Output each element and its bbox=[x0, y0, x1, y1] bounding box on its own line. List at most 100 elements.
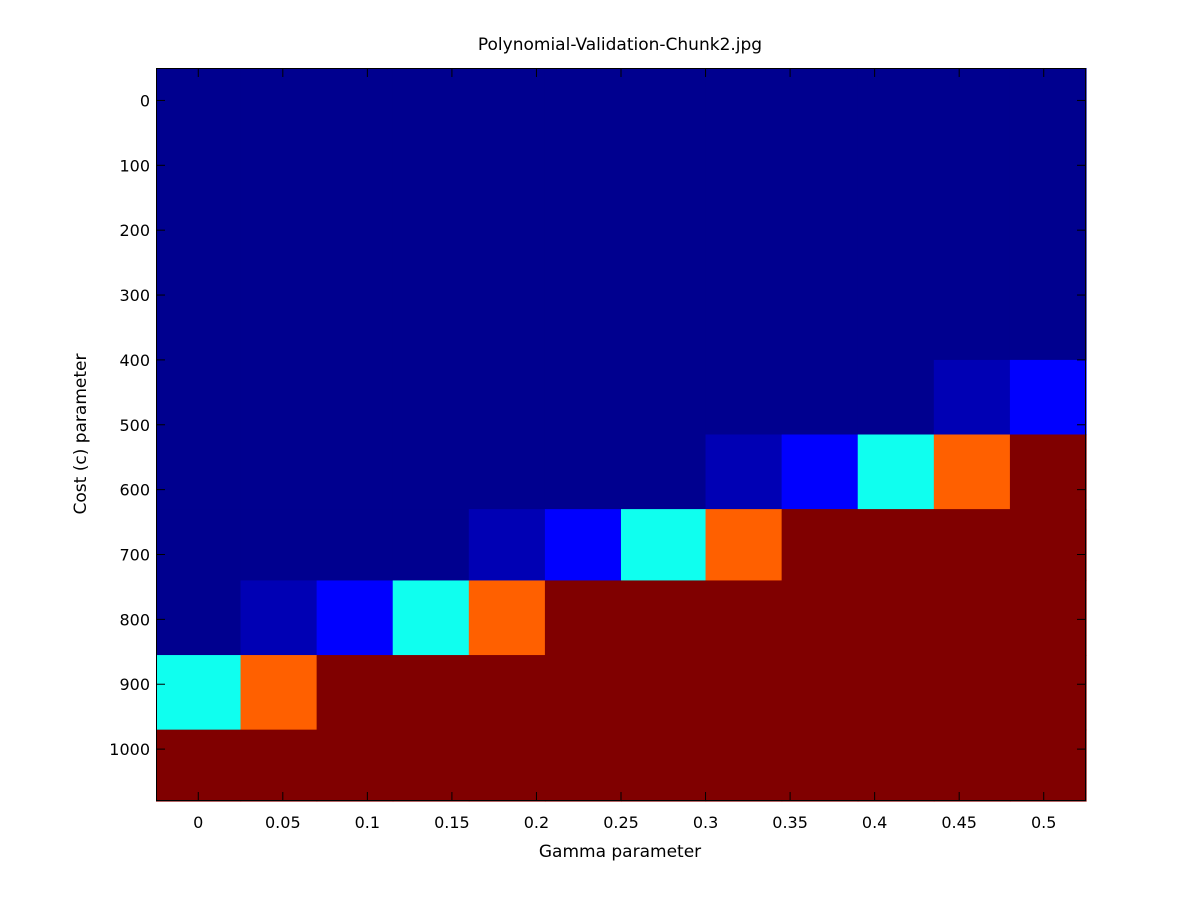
heatmap-cell bbox=[781, 68, 859, 361]
heatmap-cell bbox=[857, 68, 935, 361]
y-axis-ticks: 0 100 200 300 400 500 600 700 800 900 1000 bbox=[109, 91, 1086, 759]
heatmap-cell bbox=[705, 359, 783, 436]
heatmap-cell bbox=[705, 509, 783, 582]
heatmap-cell bbox=[705, 655, 783, 731]
heatmap-cell bbox=[316, 434, 394, 510]
heatmap-cell bbox=[316, 655, 394, 731]
heatmap-cell bbox=[240, 655, 318, 731]
heatmap-cell bbox=[1009, 729, 1087, 802]
heatmap-cell bbox=[1009, 509, 1087, 582]
heatmap-cell bbox=[857, 359, 935, 436]
x-tick-label: 0.5 bbox=[1031, 813, 1056, 832]
heatmap-cell bbox=[933, 68, 1011, 361]
heatmap-cell bbox=[857, 434, 935, 510]
heatmap-cell bbox=[156, 729, 242, 802]
heatmap-cell bbox=[933, 359, 1011, 436]
heatmap-cell bbox=[316, 509, 394, 582]
heatmap-cell bbox=[781, 580, 859, 656]
heatmap-cell bbox=[705, 434, 783, 510]
heatmap-cell bbox=[240, 359, 318, 436]
heatmap-cell bbox=[544, 434, 622, 510]
heatmap-cell bbox=[240, 729, 318, 802]
x-tick-label: 0.05 bbox=[265, 813, 301, 832]
heatmap-cell bbox=[468, 359, 546, 436]
heatmap-cell bbox=[544, 509, 622, 582]
y-tick-label: 400 bbox=[119, 351, 150, 370]
heatmap-cell bbox=[781, 655, 859, 731]
x-tick-label: 0.45 bbox=[941, 813, 977, 832]
heatmap-cell bbox=[156, 509, 242, 582]
y-tick-label: 300 bbox=[119, 286, 150, 305]
heatmap-cell bbox=[781, 509, 859, 582]
heatmap-cell bbox=[1009, 68, 1087, 361]
heatmap-cell bbox=[544, 359, 622, 436]
heatmap-cell bbox=[621, 434, 707, 510]
heatmap-cell bbox=[240, 580, 318, 656]
heatmap-cell bbox=[544, 68, 622, 361]
heatmap-cell bbox=[156, 359, 242, 436]
heatmap-cell bbox=[933, 729, 1011, 802]
heatmap-cell bbox=[468, 580, 546, 656]
y-tick-label: 100 bbox=[119, 156, 150, 175]
heatmap-cell bbox=[933, 580, 1011, 656]
x-tick-label: 0.2 bbox=[524, 813, 549, 832]
heatmap-cell bbox=[544, 729, 622, 802]
y-tick-label: 600 bbox=[119, 481, 150, 500]
x-tick-label: 0.4 bbox=[862, 813, 887, 832]
heatmap-cell bbox=[933, 434, 1011, 510]
y-axis-label: Cost (c) parameter bbox=[71, 354, 91, 515]
heatmap-cell bbox=[156, 655, 242, 731]
heatmap-cell bbox=[621, 729, 707, 802]
heatmap-cell bbox=[621, 68, 707, 361]
x-tick-label: 0.3 bbox=[693, 813, 718, 832]
heatmap-cell bbox=[392, 655, 470, 731]
heatmap-cell bbox=[392, 580, 470, 656]
heatmap-cell bbox=[468, 729, 546, 802]
heatmap-cell bbox=[468, 655, 546, 731]
heatmap-cell bbox=[468, 434, 546, 510]
heatmap-cell bbox=[544, 655, 622, 731]
heatmap-cell bbox=[316, 729, 394, 802]
heatmap-cell bbox=[392, 434, 470, 510]
heatmap-cell bbox=[621, 655, 707, 731]
heatmap-cell bbox=[316, 68, 394, 361]
heatmap-cell bbox=[705, 729, 783, 802]
chart-title: Polynomial-Validation-Chunk2.jpg bbox=[478, 35, 762, 55]
heatmap-cell bbox=[1009, 434, 1087, 510]
heatmap-cell bbox=[240, 68, 318, 361]
heatmap-cell bbox=[392, 729, 470, 802]
heatmap-cell bbox=[1009, 655, 1087, 731]
heatmap-cell bbox=[621, 580, 707, 656]
heatmap-cell bbox=[705, 580, 783, 656]
x-axis-ticks: 0 0.05 0.1 0.15 0.2 0.25 0.3 0.35 0.4 0.45 0.5 bbox=[193, 68, 1056, 832]
heatmap-cell bbox=[781, 729, 859, 802]
heatmap-cell bbox=[240, 509, 318, 582]
heatmap-cell bbox=[156, 68, 242, 361]
heatmap-cells bbox=[156, 68, 1087, 802]
heatmap-cell bbox=[316, 359, 394, 436]
heatmap-cell bbox=[1009, 359, 1087, 436]
x-tick-label: 0.1 bbox=[355, 813, 380, 832]
heatmap-cell bbox=[544, 580, 622, 656]
heatmap-cell bbox=[156, 434, 242, 510]
y-tick-label: 800 bbox=[119, 610, 150, 629]
heatmap-cell bbox=[781, 434, 859, 510]
x-tick-label: 0.35 bbox=[772, 813, 808, 832]
x-tick-label: 0 bbox=[193, 813, 203, 832]
heatmap-cell bbox=[781, 359, 859, 436]
heatmap-cell bbox=[933, 509, 1011, 582]
heatmap-cell bbox=[392, 68, 470, 361]
x-axis-label: Gamma parameter bbox=[539, 842, 701, 862]
heatmap-cell bbox=[621, 509, 707, 582]
heatmap-cell bbox=[468, 509, 546, 582]
y-tick-label: 900 bbox=[119, 675, 150, 694]
heatmap-cell bbox=[468, 68, 546, 361]
y-tick-label: 0 bbox=[140, 91, 150, 110]
heatmap-cell bbox=[621, 359, 707, 436]
heatmap-cell bbox=[392, 509, 470, 582]
heatmap-cell bbox=[705, 68, 783, 361]
x-tick-label: 0.15 bbox=[434, 813, 470, 832]
y-tick-label: 1000 bbox=[109, 740, 150, 759]
heatmap-cell bbox=[857, 509, 935, 582]
